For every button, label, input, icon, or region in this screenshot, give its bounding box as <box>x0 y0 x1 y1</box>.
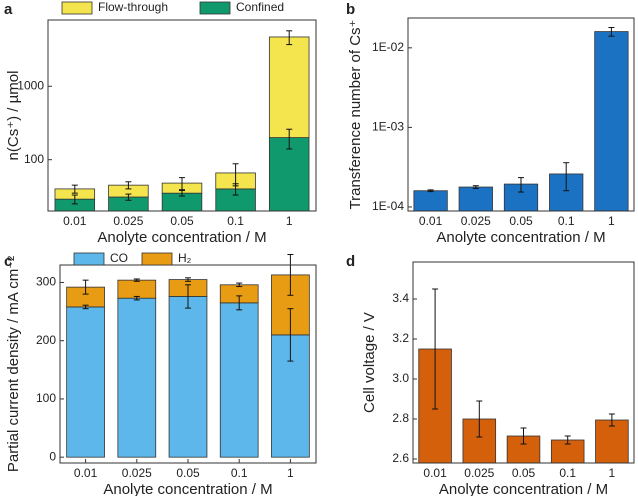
y-tick-label: 100 <box>36 391 56 405</box>
error-bar <box>125 193 132 201</box>
error-bar <box>185 284 191 309</box>
error-bar <box>286 30 293 46</box>
x-tick-label: 0.1 <box>227 214 244 228</box>
error-bar <box>287 254 294 296</box>
bar <box>168 296 208 458</box>
panel-label: c <box>4 253 12 270</box>
bar <box>268 36 310 138</box>
error-bar <box>232 163 239 187</box>
x-tick-label: 0.01 <box>419 214 443 228</box>
error-bar <box>432 288 439 410</box>
error-bar <box>185 277 191 282</box>
bar <box>117 297 157 458</box>
legend-swatch <box>199 1 231 15</box>
plot-frame <box>47 19 317 212</box>
error-bar <box>608 413 615 427</box>
bar <box>413 190 448 212</box>
plot-frame <box>407 17 635 212</box>
y-tick-label: 100 <box>24 152 44 166</box>
y-tick-label: 1E-02 <box>372 40 404 54</box>
legend-label: Flow-through <box>98 0 168 14</box>
y-axis-label: n(Cs⁺) / µmol <box>5 71 22 161</box>
error-bar <box>608 27 615 37</box>
x-tick-label: 1 <box>608 214 615 228</box>
bar <box>594 31 629 212</box>
x-tick-label: 0.01 <box>423 466 447 480</box>
bar <box>458 186 493 212</box>
x-tick-label: 0.025 <box>122 466 152 480</box>
error-bar <box>179 177 185 191</box>
bar <box>268 137 310 212</box>
y-tick-label: 1E-03 <box>372 120 404 134</box>
error-bar <box>236 282 243 288</box>
error-bar <box>71 194 78 205</box>
x-tick-label: 0.05 <box>512 466 536 480</box>
error-bar <box>520 427 527 445</box>
y-tick-label: 1000 <box>17 78 44 92</box>
error-bar <box>563 162 570 192</box>
y-axis-label: Cell voltage / V <box>361 312 378 413</box>
x-tick-label: 1 <box>609 466 616 480</box>
x-axis-label: Anolyte concentration / M <box>436 229 605 246</box>
legend-swatch <box>61 1 93 15</box>
error-bar <box>564 435 571 445</box>
error-bar <box>286 128 293 150</box>
bar <box>219 302 259 458</box>
x-tick-label: 0.025 <box>461 214 491 228</box>
error-bar <box>71 184 78 194</box>
y-axis-label: Transference number of Cs⁺ <box>347 20 364 210</box>
panel-label: b <box>346 1 355 18</box>
error-bar <box>179 190 185 197</box>
x-tick-label: 0.05 <box>509 214 533 228</box>
y-tick-label: 3.0 <box>392 371 409 385</box>
x-tick-label: 0.025 <box>113 214 143 228</box>
panel-label: a <box>4 1 13 18</box>
y-tick-label: 300 <box>36 275 56 289</box>
bar <box>66 306 105 458</box>
y-tick-label: 3.2 <box>392 331 409 345</box>
x-tick-label: 0.1 <box>558 214 575 228</box>
x-tick-label: 1 <box>287 466 294 480</box>
legend-label: Confined <box>236 0 284 14</box>
error-bar <box>82 304 89 310</box>
x-tick-label: 0.1 <box>559 466 576 480</box>
x-tick-label: 0.05 <box>176 466 200 480</box>
x-tick-label: 0.01 <box>74 466 98 480</box>
x-axis-label: Anolyte concentration / M <box>97 229 266 246</box>
error-bar <box>133 295 140 301</box>
y-axis-label: Partial current density / mA cm⁻² <box>5 256 22 472</box>
y-tick-label: 200 <box>36 333 56 347</box>
bar <box>117 279 157 299</box>
y-tick-label: 2.6 <box>392 451 409 465</box>
error-bar <box>476 400 483 438</box>
bar <box>595 419 629 464</box>
plot-frame <box>59 264 317 464</box>
x-tick-label: 0.1 <box>231 466 248 480</box>
error-bar <box>287 308 294 362</box>
legend-swatch <box>73 252 105 266</box>
error-bar <box>125 181 132 190</box>
y-tick-label: 2.8 <box>392 411 409 425</box>
error-bar <box>236 295 243 311</box>
x-tick-label: 1 <box>286 214 293 228</box>
x-tick-label: 0.01 <box>63 214 87 228</box>
x-axis-label: Anolyte concentration / M <box>439 481 608 496</box>
error-bar <box>427 189 434 193</box>
error-bar <box>518 177 524 193</box>
x-tick-label: 0.05 <box>170 214 194 228</box>
y-tick-label: 1E-04 <box>372 199 404 213</box>
error-bar <box>133 278 140 282</box>
plot-frame <box>412 261 635 464</box>
y-tick-label: 3.4 <box>392 291 409 305</box>
error-bar <box>82 279 89 295</box>
legend-label: H₂ <box>178 251 192 265</box>
x-axis-label: Anolyte concentration / M <box>103 481 272 496</box>
x-tick-label: 0.025 <box>464 466 494 480</box>
error-bar <box>472 185 479 189</box>
legend-swatch <box>141 252 173 266</box>
panel-label: d <box>346 253 355 270</box>
y-tick-label: 0 <box>49 449 56 463</box>
legend-label: CO <box>110 251 128 265</box>
